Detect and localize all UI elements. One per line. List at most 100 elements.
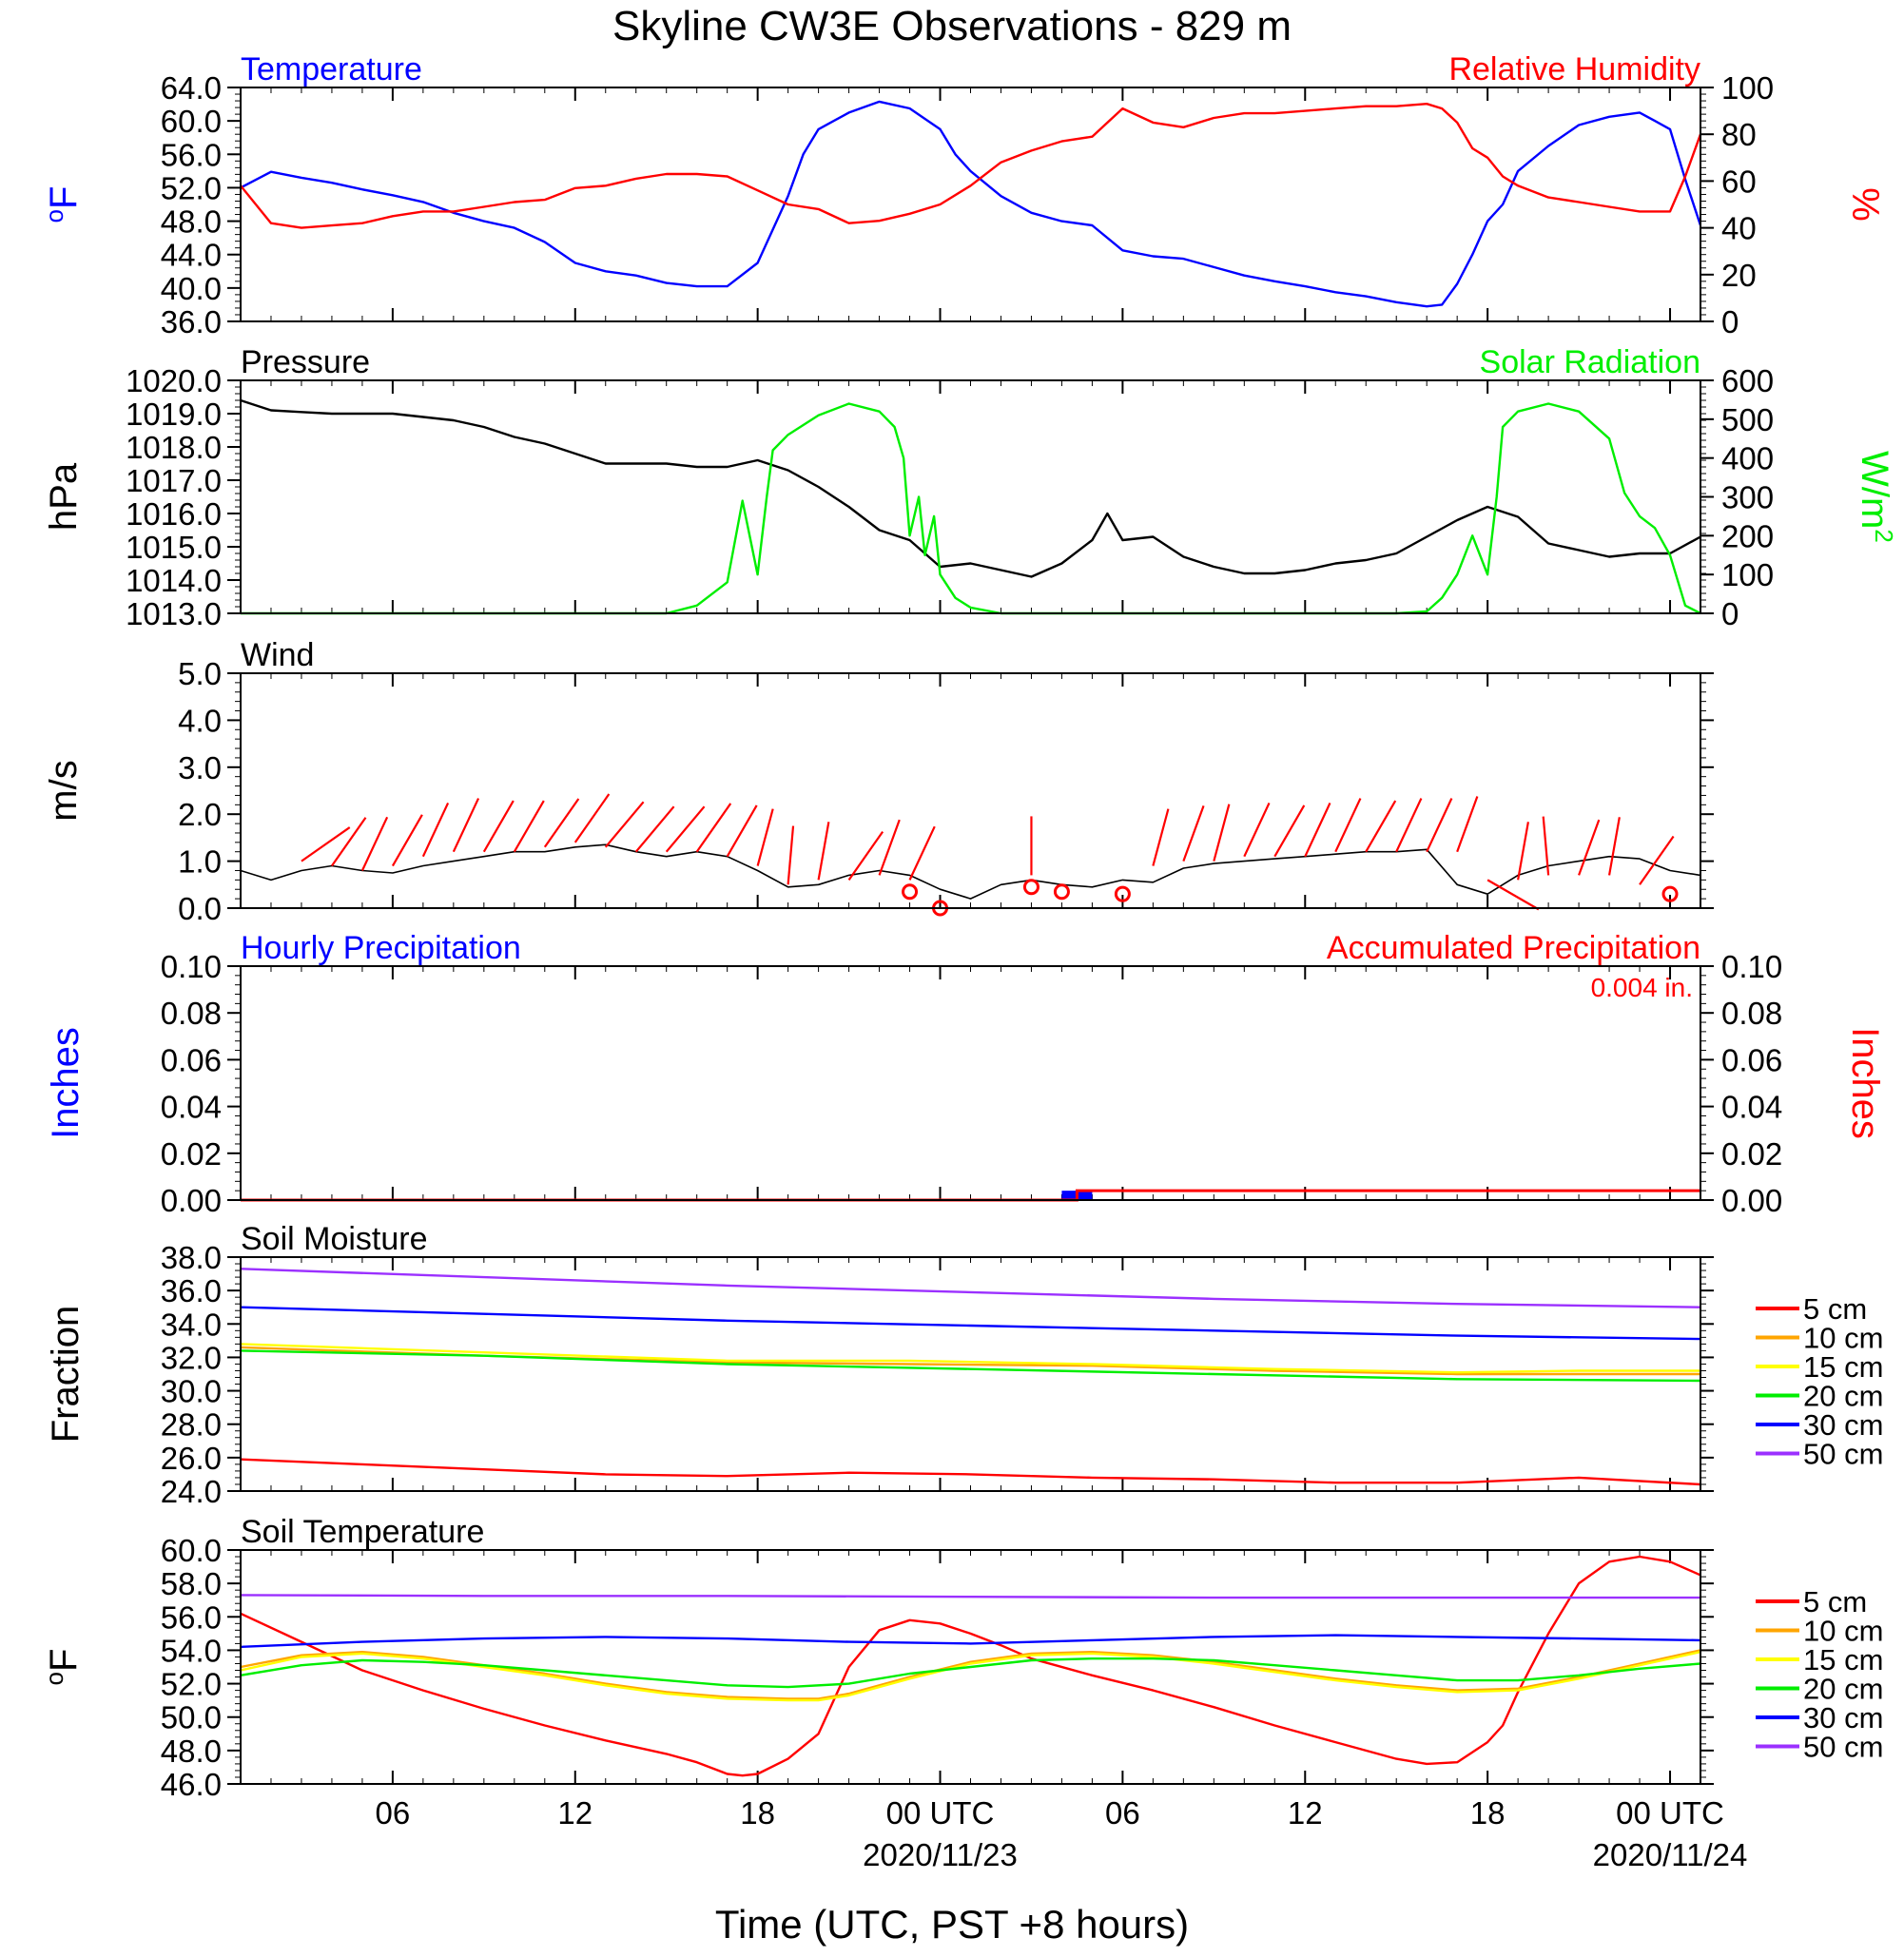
wind-barb <box>1607 817 1621 876</box>
series-line-20-cm <box>241 1349 1700 1383</box>
wind-barb <box>756 808 774 866</box>
y-tick-label-left: 1020.0 <box>126 363 222 398</box>
legend-label: 30 cm <box>1803 1701 1883 1734</box>
wind-barb <box>1578 819 1601 876</box>
minor-ticks <box>235 87 1706 322</box>
y-tick-label-left: 38.0 <box>161 1240 222 1275</box>
y-tick-label-right: 20 <box>1721 258 1757 293</box>
series-line-20-cm <box>241 1657 1700 1689</box>
y-tick-label-right: 0 <box>1721 304 1739 339</box>
series-line-50-cm <box>241 1268 1700 1308</box>
y-tick-label-left: 50.0 <box>161 1700 222 1735</box>
data-layer <box>241 100 1700 308</box>
y-tick-label-right: 100 <box>1721 557 1774 592</box>
wind-barb <box>908 825 936 881</box>
wind-barb <box>726 804 758 858</box>
y-tick-label-left: 0.06 <box>161 1042 222 1077</box>
y-tick-label-left: 56.0 <box>161 137 222 172</box>
legend-label: 10 cm <box>1803 1615 1883 1648</box>
y-tick-label-left: 0.0 <box>178 891 222 926</box>
wind-barb <box>543 798 580 848</box>
y-axis-label-right: W/m2 <box>1854 451 1898 543</box>
wind-barb <box>817 822 830 881</box>
x-tick-label: 12 <box>1288 1795 1323 1831</box>
wind-barb <box>1213 804 1231 862</box>
data-layer <box>241 1268 1700 1486</box>
wind-barbs <box>301 793 1679 917</box>
y-tick-label-left: 1018.0 <box>126 430 222 465</box>
x-axis-label: Time (UTC, PST +8 hours) <box>715 1902 1189 1947</box>
y-tick-label-left: 54.0 <box>161 1633 222 1668</box>
legend-label: 10 cm <box>1803 1322 1883 1355</box>
series-line-solar-radiation <box>241 402 1700 615</box>
y-tick-label-right: 0.02 <box>1721 1136 1782 1172</box>
x-tick-date-label: 2020/11/24 <box>1593 1837 1748 1872</box>
legend-label: 5 cm <box>1803 1585 1867 1618</box>
panel-title-right: Accumulated Precipitation <box>1327 930 1700 966</box>
panel-frame <box>240 379 1701 614</box>
wind-barb <box>1486 879 1540 911</box>
series-line-30-cm <box>241 1306 1700 1341</box>
panel-title-left: Soil Temperature <box>241 1514 484 1550</box>
main-title: Skyline CW3E Observations - 829 m <box>612 3 1292 49</box>
legend-label: 50 cm <box>1803 1438 1883 1471</box>
y-tick-label-left: 3.0 <box>178 750 222 785</box>
panel-title-left: Hourly Precipitation <box>241 930 521 966</box>
y-tick-label-left: 36.0 <box>161 304 222 339</box>
wind-barb <box>1182 804 1205 862</box>
y-tick-label-left: 1017.0 <box>126 463 222 498</box>
y-axis-label-left: Inches <box>45 1027 87 1139</box>
series-line-15-cm <box>241 1651 1700 1702</box>
wind-barb <box>301 826 351 862</box>
y-tick-label-left: 0.08 <box>161 996 222 1031</box>
x-axis: 06 12 18 00 UTC 2020/11/23 06 12 18 00 UTC 2020/1… <box>376 1795 1748 1872</box>
wind-barb <box>1152 808 1170 866</box>
series-line-30-cm <box>241 1634 1700 1649</box>
y-tick-label-right: 0.10 <box>1721 949 1782 984</box>
y-tick-label-left: 0.10 <box>161 949 222 984</box>
y-tick-label-left: 52.0 <box>161 1667 222 1702</box>
panel-frame <box>240 1549 1701 1785</box>
y-tick-label-left: 52.0 <box>161 170 222 205</box>
panel-frame <box>240 1256 1701 1492</box>
x-tick-label: 00 UTC <box>886 1795 995 1831</box>
y-axis-label-left: hPa <box>43 462 85 531</box>
panel-frame <box>240 672 1701 909</box>
y-tick-label-left: 0.00 <box>161 1183 222 1218</box>
y-tick-label-left: 30.0 <box>161 1374 222 1409</box>
legend-label: 20 cm <box>1803 1673 1883 1706</box>
wind-barb <box>1639 835 1675 885</box>
legend-label: 50 cm <box>1803 1731 1883 1764</box>
panel-frame <box>240 87 1701 322</box>
wind-barb <box>634 805 675 853</box>
y-tick-label-right: 500 <box>1721 402 1774 437</box>
y-tick-label-left: 40.0 <box>161 271 222 306</box>
wind-barb <box>1517 822 1529 881</box>
wind-barb <box>604 801 645 848</box>
wind-barb <box>847 830 884 881</box>
y-axis-label-left: oF <box>40 1649 85 1686</box>
wind-barb <box>1273 804 1306 858</box>
y-tick-label-left: 44.0 <box>161 238 222 273</box>
wind-barb <box>452 798 480 853</box>
wind-barb <box>1334 798 1362 853</box>
y-axis-label-right: % <box>1844 187 1886 222</box>
y-tick-label-left: 5.0 <box>178 656 222 691</box>
y-tick-label-left: 0.04 <box>161 1090 222 1125</box>
y-tick-label-right: 0.04 <box>1721 1090 1782 1125</box>
y-tick-label-left: 32.0 <box>161 1340 222 1375</box>
calm-wind-marker <box>902 883 919 901</box>
wind-barb <box>878 819 901 876</box>
panels: 64.060.056.052.048.044.040.036.010080604… <box>40 51 1898 1802</box>
series-line-50-cm <box>241 1594 1700 1599</box>
y-tick-label-right: 0.00 <box>1721 1183 1782 1218</box>
wind-barb <box>391 814 423 867</box>
x-tick-label: 18 <box>740 1795 775 1831</box>
series-line-pressure <box>241 398 1700 578</box>
y-axis-label-left: Fraction <box>45 1306 87 1444</box>
y-tick-label-right: 40 <box>1721 211 1757 246</box>
y-tick-label-left: 1015.0 <box>126 530 222 565</box>
x-tick-label: 18 <box>1470 1795 1506 1831</box>
